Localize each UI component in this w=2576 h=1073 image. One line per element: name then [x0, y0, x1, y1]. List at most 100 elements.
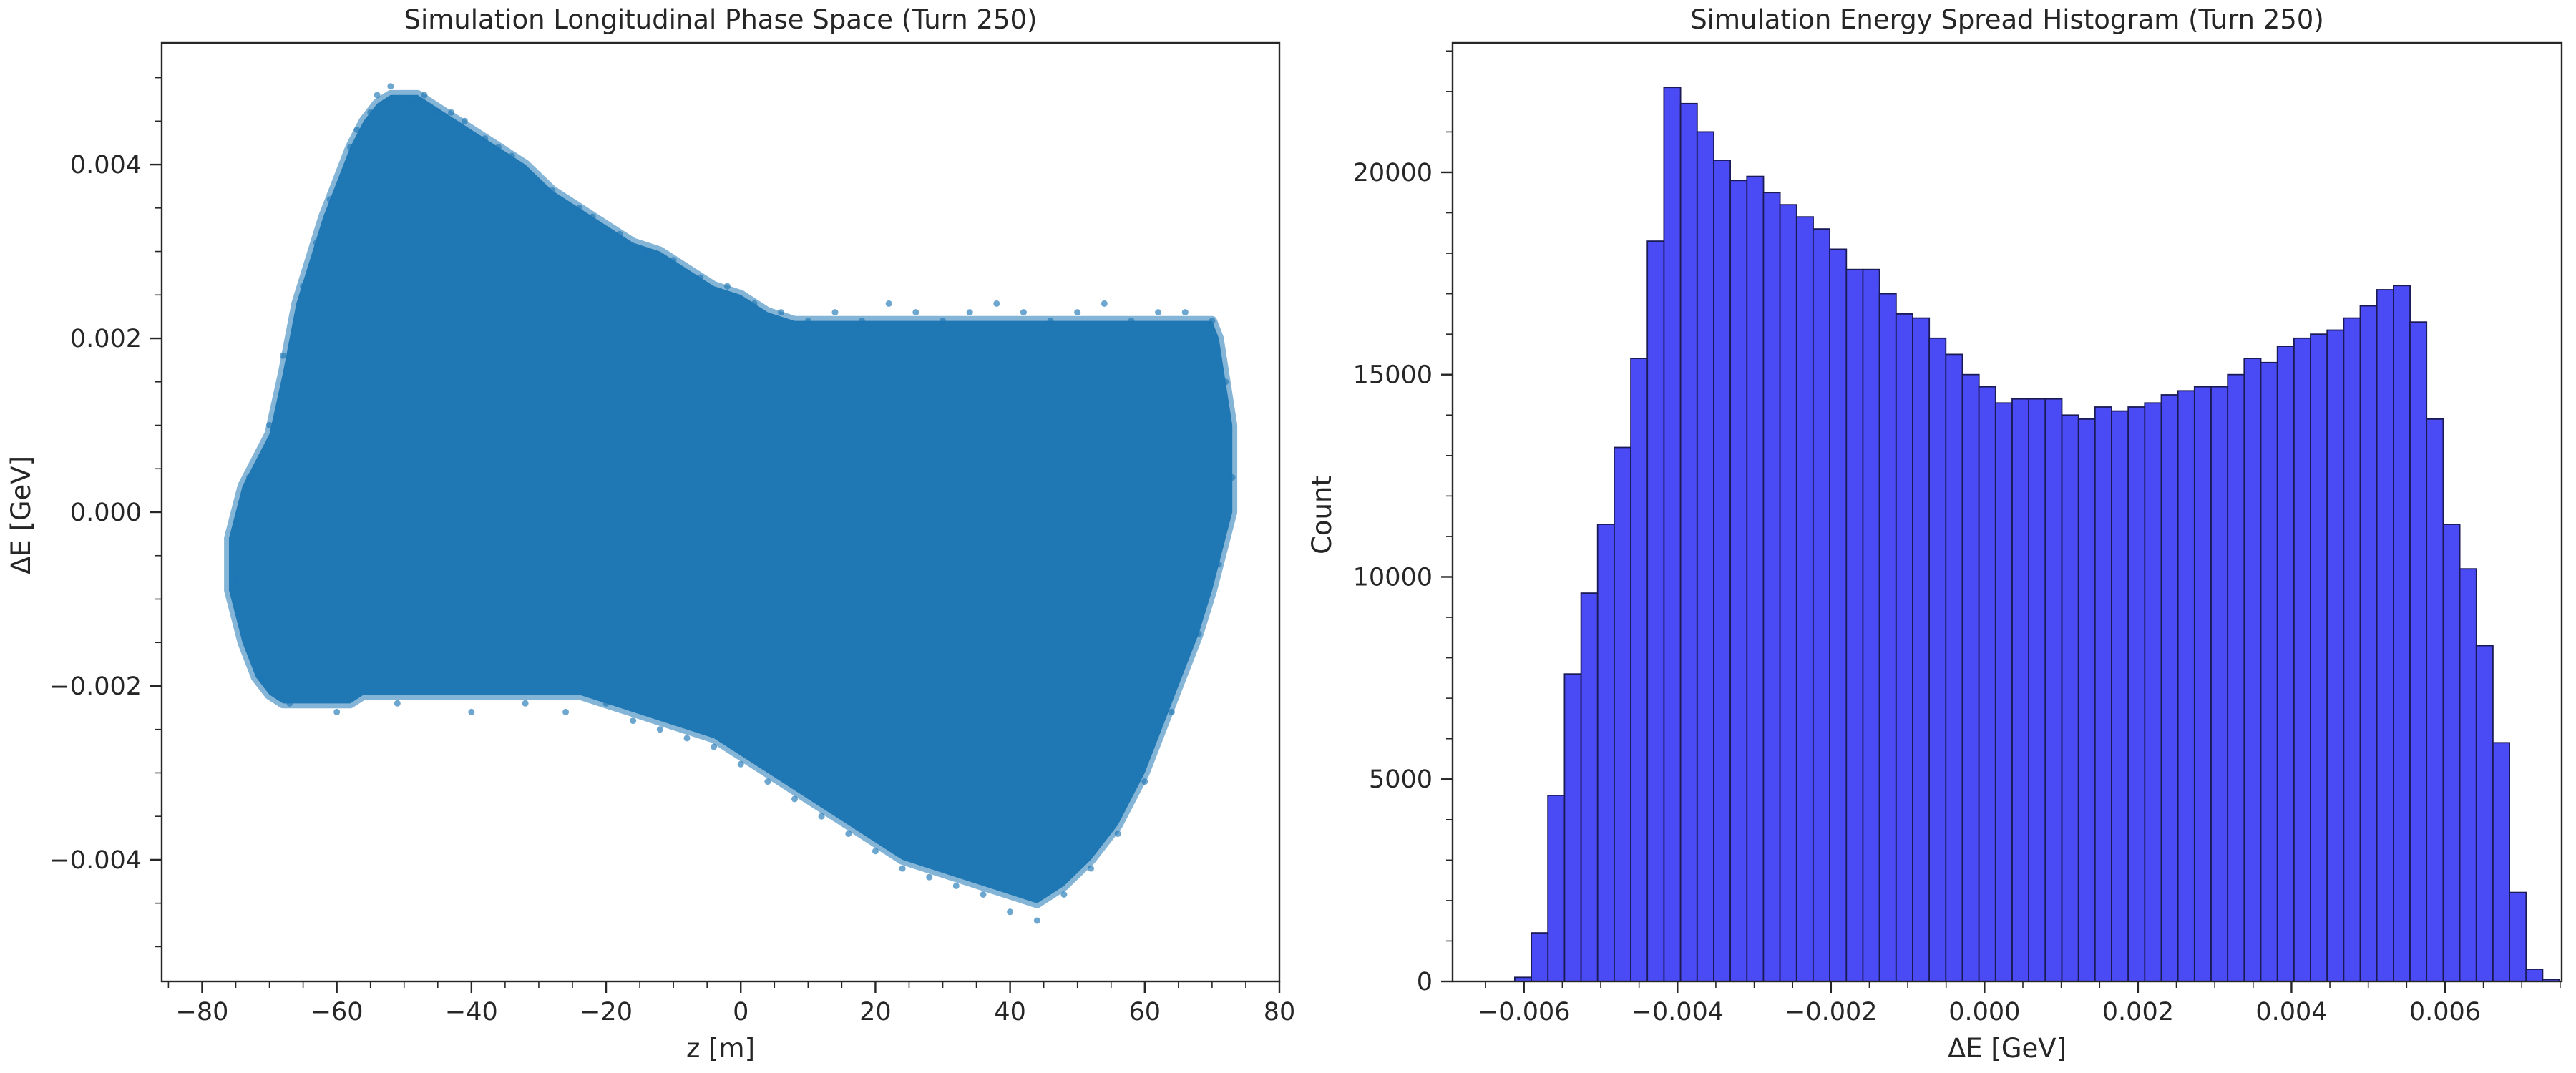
histogram-bar: [2426, 418, 2444, 982]
histogram-bar: [2359, 305, 2378, 982]
histogram-bar: [2061, 414, 2079, 982]
phase-space-cloud: [224, 89, 1238, 908]
phase-space-y-tick-label: 0.000: [70, 499, 142, 527]
histogram-y-tick-label: 5000: [1369, 765, 1433, 794]
scatter-point: [899, 865, 906, 872]
phase-space-points: [233, 83, 1236, 924]
scatter-point: [266, 422, 273, 428]
scatter-point: [751, 300, 758, 307]
scatter-point: [589, 213, 596, 220]
histogram-x-ticks: −0.006 −0.004 −0.002 0.000 0.002 0.004 0.006: [1478, 981, 2561, 1027]
histogram-bar: [2310, 333, 2328, 982]
phase-space-xlabel: z [m]: [686, 1033, 755, 1064]
histogram-bars: [1513, 87, 2560, 982]
histogram-bar: [2210, 386, 2229, 982]
histogram-bar: [2227, 373, 2245, 982]
histogram-bar: [1878, 293, 1897, 982]
scatter-point: [859, 318, 866, 325]
scatter-point: [683, 735, 691, 742]
scatter-point: [313, 239, 320, 246]
histogram-panel: Simulation Energy Spread Histogram (Turn…: [1307, 4, 2563, 1064]
scatter-point: [461, 117, 468, 124]
histogram-bar: [2475, 645, 2494, 982]
scatter-point: [1209, 318, 1216, 325]
histogram-x-tick-label: −0.002: [1785, 998, 1878, 1027]
scatter-point: [872, 848, 879, 855]
histogram-bar: [1994, 402, 2013, 982]
histogram-y-tick-label: 20000: [1353, 159, 1433, 187]
scatter-point: [374, 92, 381, 99]
phase-space-x-ticks: −80 −60 −40 −20 0 20 40 60 80: [167, 981, 1296, 1027]
histogram-bar: [2127, 406, 2146, 982]
histogram-bar: [1978, 386, 1996, 982]
histogram-bar: [2459, 568, 2477, 982]
scatter-point: [421, 92, 428, 99]
scatter-point: [1020, 309, 1027, 316]
histogram-xlabel: ΔE [GeV]: [1948, 1033, 2067, 1064]
scatter-point: [562, 708, 570, 715]
histogram-bar: [1862, 268, 1880, 982]
phase-space-x-tick-label: 80: [1264, 998, 1296, 1027]
histogram-bar: [2160, 394, 2179, 982]
phase-space-dense-core: [229, 94, 1233, 903]
histogram-bar: [1712, 160, 1731, 982]
scatter-point: [616, 230, 623, 237]
scatter-point: [1074, 309, 1081, 316]
histogram-axes-frame: [1451, 41, 2563, 983]
histogram-bar: [1646, 240, 1665, 982]
histogram-bar: [1845, 268, 1864, 982]
scatter-point: [1060, 891, 1068, 898]
histogram-title: Simulation Energy Spread Histogram (Turn…: [1690, 4, 2324, 35]
scatter-point: [993, 300, 1000, 307]
histogram-bar: [1795, 216, 1814, 982]
scatter-point: [549, 187, 556, 194]
scatter-point: [407, 100, 414, 107]
phase-space-y-tick-label: −0.002: [49, 672, 142, 701]
phase-space-x-tick-label: −40: [445, 998, 498, 1027]
scatter-point: [508, 152, 515, 160]
histogram-bar: [2177, 390, 2195, 982]
histogram-bar: [1663, 87, 1682, 982]
phase-space-x-tick-label: −80: [176, 998, 229, 1027]
histogram-y-tick-label: 10000: [1353, 563, 1433, 592]
scatter-point: [233, 578, 239, 585]
scatter-point: [885, 300, 892, 307]
phase-space-y-ticks: −0.004 −0.002 0.000 0.002 0.004: [49, 77, 162, 948]
scatter-point: [347, 144, 353, 151]
scatter-point: [602, 700, 610, 707]
scatter-point: [245, 474, 253, 481]
scatter-point: [353, 127, 361, 133]
histogram-bar: [1746, 175, 1765, 982]
histogram-bar: [1580, 592, 1599, 982]
scatter-point: [804, 318, 811, 325]
scatter-point: [1222, 378, 1229, 386]
scatter-point: [387, 83, 394, 90]
scatter-point: [1195, 630, 1202, 637]
phase-space-y-tick-label: −0.004: [49, 846, 142, 875]
scatter-point: [980, 891, 987, 898]
histogram-bar: [2492, 742, 2510, 982]
scatter-point: [367, 109, 374, 116]
histogram-bar: [2111, 410, 2129, 982]
phase-space-panel: Simulation Longitudinal Phase Space (Tur…: [6, 4, 1295, 1064]
scatter-point: [482, 135, 489, 142]
scatter-point: [259, 674, 266, 681]
scatter-point: [468, 708, 475, 715]
scatter-point: [1088, 865, 1094, 872]
histogram-x-tick-label: 0.002: [2102, 998, 2174, 1027]
histogram-bar: [2376, 289, 2394, 982]
scatter-point: [1047, 318, 1054, 325]
scatter-point: [1033, 917, 1040, 924]
scatter-point: [1101, 300, 1108, 307]
histogram-bar: [2293, 337, 2311, 982]
scatter-point: [300, 283, 307, 290]
histogram-bar: [2392, 285, 2411, 982]
histogram-bar: [2509, 891, 2527, 982]
histogram-x-tick-label: −0.004: [1631, 998, 1724, 1027]
histogram-bar: [1531, 932, 1549, 982]
phase-space-ylabel: ΔE [GeV]: [6, 456, 36, 574]
histogram-bar: [1563, 673, 1582, 982]
histogram-bar: [1812, 228, 1830, 982]
scatter-point: [831, 309, 839, 316]
